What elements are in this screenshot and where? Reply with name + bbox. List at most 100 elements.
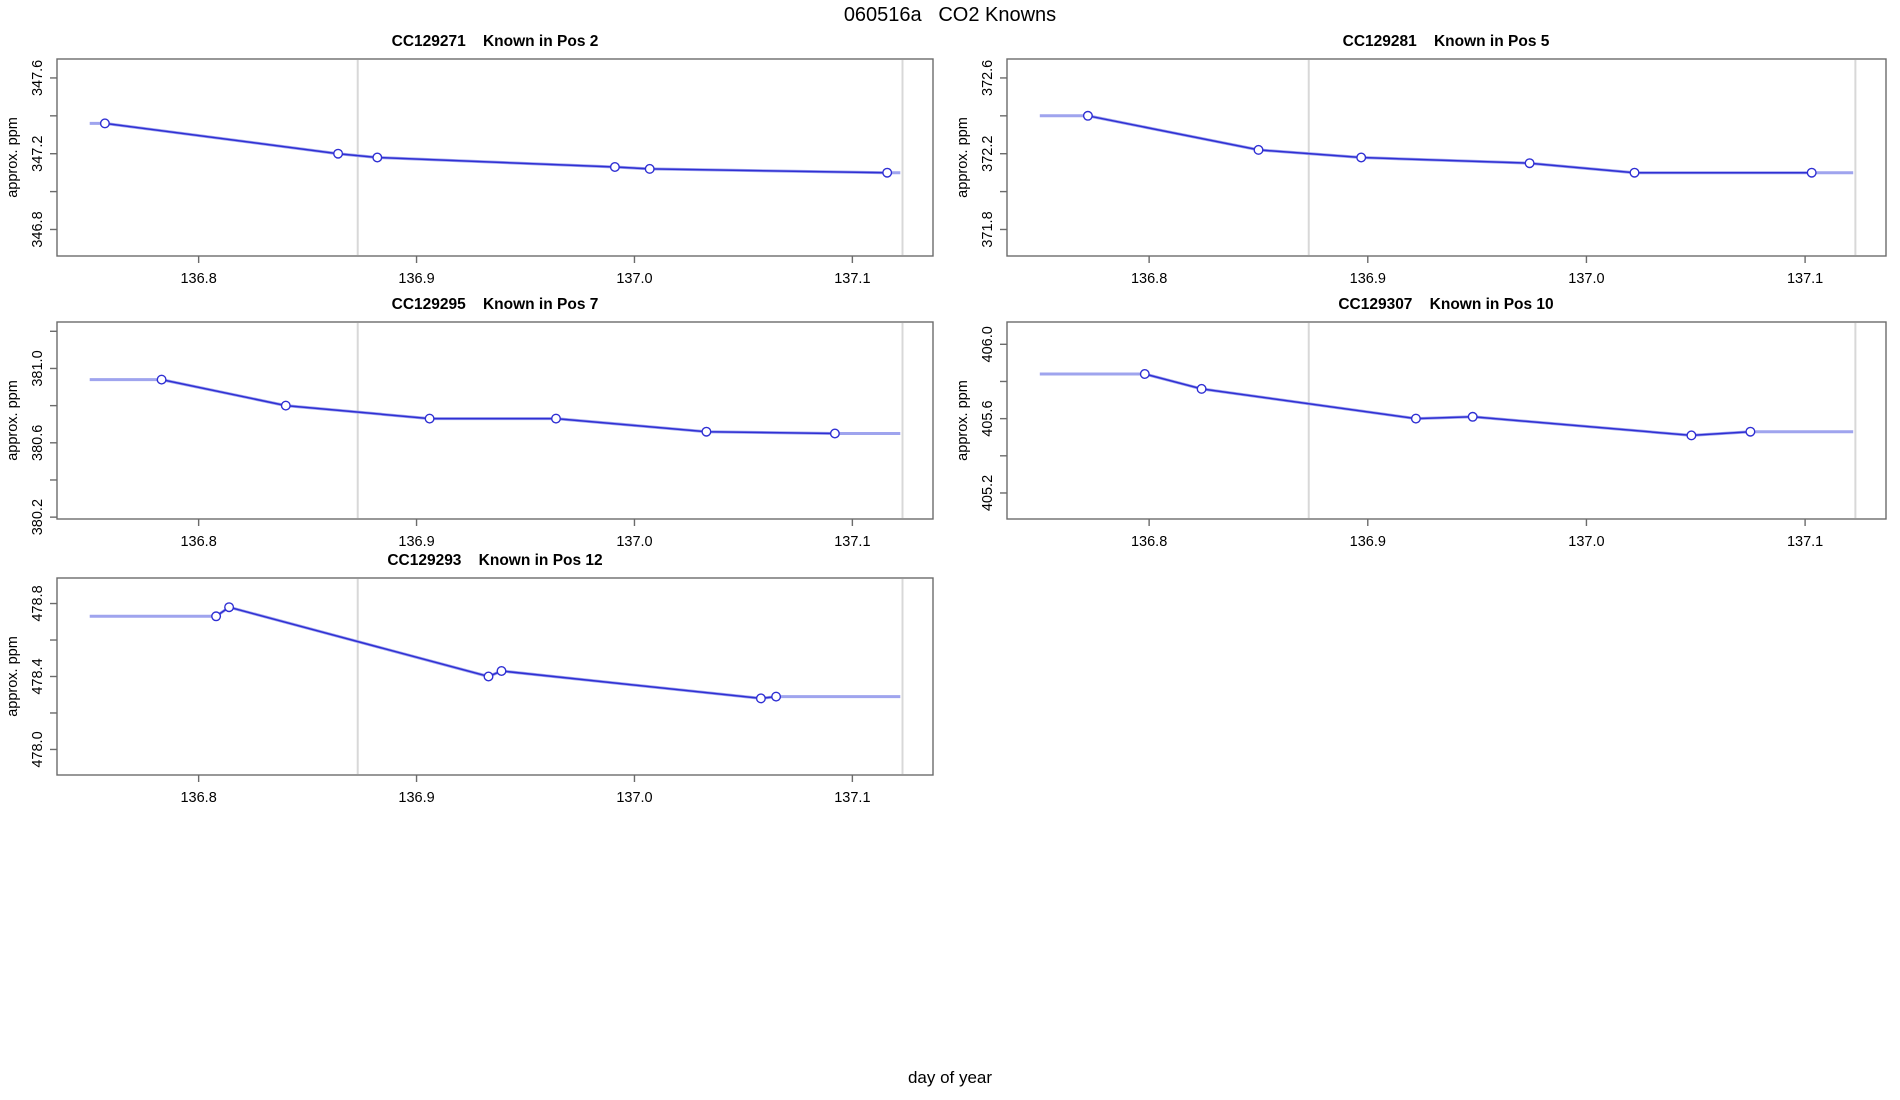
x-tick-label: 137.1 — [834, 790, 870, 806]
data-point — [1467, 411, 1478, 422]
y-tick-label: 372.2 — [980, 136, 996, 172]
data-point — [156, 374, 167, 385]
y-axis: 346.8 347.2 347.6 — [30, 60, 57, 248]
x-tick-label: 136.9 — [1350, 534, 1386, 550]
plot-box — [56, 321, 934, 520]
y-axis-label: approx. ppm — [5, 636, 21, 717]
data-point — [882, 167, 893, 178]
y-tick-label: 347.2 — [30, 136, 46, 172]
x-tick-label: 136.8 — [1131, 534, 1167, 550]
data-point — [551, 413, 562, 424]
y-axis-label: approx. ppm — [5, 117, 21, 198]
data-point — [1524, 158, 1535, 169]
data-point — [372, 152, 383, 163]
data-point — [280, 400, 291, 411]
y-tick-label: 347.6 — [30, 60, 46, 96]
panel-CC129307: 136.8 136.9 137.0 137.1 405.2 405.6 406.0 appro… — [955, 321, 1887, 550]
y-axis-label: approx. ppm — [955, 380, 971, 461]
series-line-light — [89, 378, 901, 435]
y-tick-label: 406.0 — [980, 326, 996, 362]
plot-box — [1006, 321, 1887, 520]
panel-CC129271: 136.8 136.9 137.0 137.1 346.8 347.2 347.6 appro… — [5, 58, 934, 287]
y-axis: 405.2 405.6 406.0 — [980, 326, 1007, 511]
data-point — [1410, 413, 1421, 424]
x-axis: 136.8 136.9 137.0 137.1 — [180, 775, 871, 806]
data-point — [99, 118, 110, 129]
x-tick-label: 136.8 — [1131, 271, 1167, 287]
y-tick-label: 478.4 — [30, 658, 46, 694]
panel-title-pos7: CC129295 Known in Pos 7 — [391, 296, 599, 313]
x-tick-label: 136.8 — [180, 790, 216, 806]
y-axis-label: approx. ppm — [955, 117, 971, 198]
data-point — [701, 426, 712, 437]
y-tick-label: 405.2 — [980, 475, 996, 511]
panel-title-pos5: CC129281 Known in Pos 5 — [1342, 33, 1550, 50]
data-point — [609, 161, 620, 172]
panel-CC129295: 136.8 136.9 137.0 137.1 380.2 380.6 381.0 appro… — [5, 321, 934, 550]
y-axis-label: approx. ppm — [5, 380, 21, 461]
data-point — [829, 428, 840, 439]
y-tick-label: 346.8 — [30, 211, 46, 247]
data-point — [1745, 426, 1756, 437]
x-tick-label: 137.1 — [834, 534, 870, 550]
series-line-light — [89, 121, 901, 175]
panel-title-pos10: CC129307 Known in Pos 10 — [1338, 296, 1554, 313]
series-line — [161, 378, 835, 435]
x-tick-label: 136.8 — [180, 534, 216, 550]
data-point — [1253, 144, 1264, 155]
x-axis: 136.8 136.9 137.0 137.1 — [180, 256, 871, 287]
x-tick-label: 136.9 — [398, 271, 434, 287]
y-tick-label: 381.0 — [30, 350, 46, 386]
y-tick-label: 372.6 — [980, 60, 996, 96]
y-axis: 371.8 372.2 372.6 — [980, 60, 1007, 248]
data-point — [1806, 167, 1817, 178]
figure-title: 060516a CO2 Knowns — [843, 4, 1057, 26]
y-tick-label: 371.8 — [980, 211, 996, 247]
x-axis: 136.8 136.9 137.0 137.1 — [1131, 519, 1823, 550]
y-tick-label: 380.6 — [30, 425, 46, 461]
series-line — [1087, 115, 1812, 174]
data-point — [1686, 430, 1697, 441]
series-line — [215, 606, 777, 700]
x-tick-label: 137.1 — [1787, 271, 1823, 287]
plot-box — [56, 58, 934, 257]
x-tick-label: 137.1 — [834, 271, 870, 287]
plot-box — [1006, 58, 1887, 257]
data-point — [771, 691, 782, 702]
data-point — [333, 148, 344, 159]
x-tick-label: 136.9 — [398, 534, 434, 550]
data-point — [1356, 152, 1367, 163]
figure-xlabel: day of year — [907, 1068, 993, 1087]
data-point — [1629, 167, 1640, 178]
panel-CC129281: 136.8 136.9 137.0 137.1 371.8 372.2 372.6 appro… — [955, 58, 1887, 287]
x-tick-label: 137.0 — [1568, 271, 1604, 287]
data-point — [755, 693, 766, 704]
data-point — [211, 611, 222, 622]
x-tick-label: 137.0 — [616, 534, 652, 550]
y-tick-label: 380.2 — [30, 499, 46, 535]
x-tick-label: 136.9 — [398, 790, 434, 806]
data-point — [483, 671, 494, 682]
y-tick-label: 405.6 — [980, 400, 996, 436]
y-axis: 380.2 380.6 381.0 — [30, 330, 57, 535]
data-point — [424, 413, 435, 424]
panel-title-pos2: CC129271 Known in Pos 2 — [391, 33, 599, 50]
panel-CC129293: 136.8 136.9 137.0 137.1 478.0 478.4 478.8 appro… — [5, 577, 934, 806]
data-point — [1139, 369, 1150, 380]
data-point — [224, 602, 235, 613]
x-tick-label: 137.0 — [616, 790, 652, 806]
series-line-light — [1039, 114, 1854, 175]
series-line-light — [1039, 372, 1854, 437]
series-line — [104, 122, 888, 174]
y-tick-label: 478.8 — [30, 585, 46, 621]
series-line — [1144, 373, 1751, 437]
x-tick-label: 136.9 — [1350, 271, 1386, 287]
y-tick-label: 478.0 — [30, 731, 46, 767]
x-tick-label: 137.1 — [1787, 534, 1823, 550]
y-axis: 478.0 478.4 478.8 — [30, 585, 57, 768]
data-point — [1082, 110, 1093, 121]
x-tick-label: 137.0 — [1568, 534, 1604, 550]
panel-title-pos12: CC129293 Known in Pos 12 — [387, 552, 603, 569]
